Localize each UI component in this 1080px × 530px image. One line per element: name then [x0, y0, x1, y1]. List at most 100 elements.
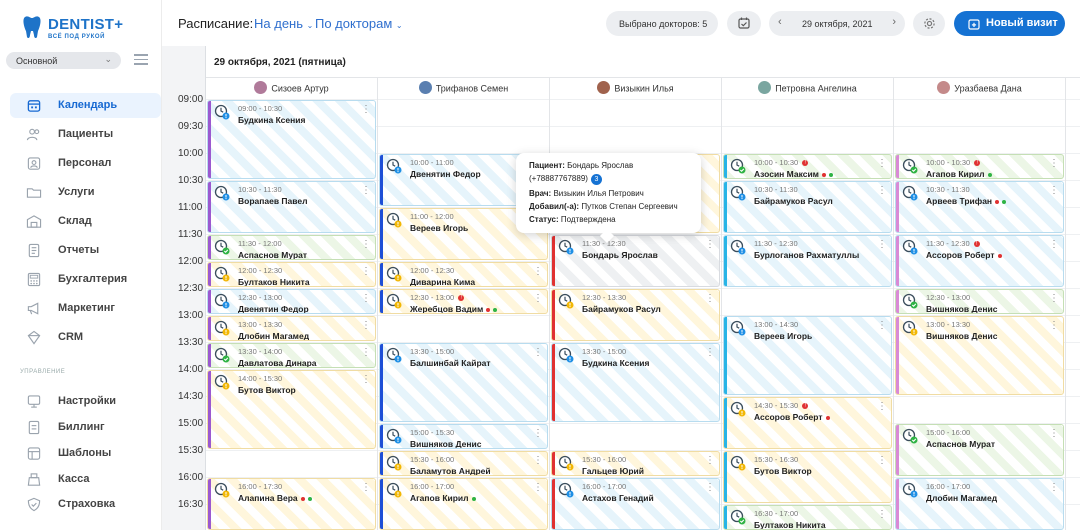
sidebar-item-7[interactable]: Бухгалтерия	[10, 267, 161, 292]
more-options-icon[interactable]: ⋮	[877, 185, 887, 196]
sidebar-item-2[interactable]: Биллинг	[10, 415, 161, 440]
doctor-column[interactable]	[894, 98, 1066, 530]
selected-doctors-button[interactable]: Выбрано докторов: 5	[606, 11, 718, 36]
appointment-card[interactable]: 11:30 - 12:00 Аспаснов Мурат ⋮	[207, 235, 376, 260]
branch-select[interactable]: Основной ⌄	[6, 52, 121, 69]
appointment-card[interactable]: 12:30 - 13:00! Жеребцов Вадим ⋮	[379, 289, 548, 314]
logo[interactable]: DENTIST+ ВСЁ ПОД РУКОЙ	[22, 14, 142, 44]
sidebar-item-6[interactable]: Отчеты	[10, 238, 161, 263]
prev-date-button[interactable]: ‹	[778, 16, 782, 28]
more-options-icon[interactable]: ⋮	[361, 293, 371, 304]
appointment-card[interactable]: 16:00 - 17:00 Агапов Кирил ⋮	[379, 478, 548, 530]
view-day-select[interactable]: На день ⌄	[254, 16, 313, 31]
appointment-card[interactable]: 16:00 - 17:00 Длобин Магамед ⋮	[895, 478, 1064, 530]
collapse-menu-icon[interactable]	[134, 54, 148, 66]
more-options-icon[interactable]: ⋮	[1049, 320, 1059, 331]
more-options-icon[interactable]: ⋮	[877, 455, 887, 466]
more-options-icon[interactable]: ⋮	[1049, 293, 1059, 304]
more-options-icon[interactable]: ⋮	[877, 320, 887, 331]
appointment-card[interactable]: 13:30 - 15:00 Будкина Ксения ⋮	[551, 343, 720, 422]
more-options-icon[interactable]: ⋮	[705, 347, 715, 358]
doctor-header[interactable]: Уразбаева Дана	[894, 78, 1066, 98]
more-options-icon[interactable]: ⋮	[361, 185, 371, 196]
appointment-card[interactable]: 12:00 - 12:30 Бултаков Никита ⋮	[207, 262, 376, 287]
appointment-card[interactable]: 10:30 - 11:30 Ворапаев Павел ⋮	[207, 181, 376, 233]
calendar-check-button[interactable]	[727, 11, 761, 36]
sidebar-item-3[interactable]: Шаблоны	[10, 441, 161, 466]
appointment-card[interactable]: 15:30 - 16:30 Бутов Виктор ⋮	[723, 451, 892, 503]
appointment-card[interactable]: 13:30 - 15:00 Балшинбай Кайрат ⋮	[379, 343, 548, 422]
more-options-icon[interactable]: ⋮	[361, 320, 371, 331]
more-options-icon[interactable]: ⋮	[877, 401, 887, 412]
appointment-card[interactable]: 10:00 - 10:30! Азосин Максим ⋮	[723, 154, 892, 179]
new-visit-button[interactable]: Новый визит	[954, 11, 1065, 36]
sidebar-item-5[interactable]: Склад	[10, 209, 161, 234]
more-options-icon[interactable]: ⋮	[361, 374, 371, 385]
sidebar-item-9[interactable]: CRM	[10, 325, 161, 350]
more-options-icon[interactable]: ⋮	[533, 428, 543, 439]
sidebar-item-4[interactable]: Касса	[10, 467, 161, 492]
appointment-card[interactable]: 12:30 - 13:00 Вишняков Денис ⋮	[895, 289, 1064, 314]
more-options-icon[interactable]: ⋮	[361, 266, 371, 277]
appointment-card[interactable]: 12:30 - 13:30 Байрамуков Расул ⋮	[551, 289, 720, 341]
more-options-icon[interactable]: ⋮	[877, 158, 887, 169]
more-options-icon[interactable]: ⋮	[533, 482, 543, 493]
sidebar-item-2[interactable]: Пациенты	[10, 122, 161, 147]
more-options-icon[interactable]: ⋮	[361, 104, 371, 115]
doctor-column[interactable]	[206, 98, 378, 530]
more-options-icon[interactable]: ⋮	[1049, 482, 1059, 493]
appointment-card[interactable]: 16:30 - 17:00 Бултаков Никита ⋮	[723, 505, 892, 530]
doctor-column[interactable]	[550, 98, 722, 530]
sidebar-item-3[interactable]: Персонал	[10, 151, 161, 176]
more-options-icon[interactable]: ⋮	[877, 239, 887, 250]
appointment-card[interactable]: 15:00 - 15:30 Вишняков Денис ⋮	[379, 424, 548, 449]
next-date-button[interactable]: ›	[892, 16, 896, 28]
appointment-card[interactable]: 16:00 - 17:00 Астахов Генадий ⋮	[551, 478, 720, 530]
appointment-card[interactable]: 10:00 - 10:30! Агапов Кирил ⋮	[895, 154, 1064, 179]
appointment-card[interactable]: 11:30 - 12:30! Ассоров Роберт ⋮	[895, 235, 1064, 287]
more-options-icon[interactable]: ⋮	[1049, 158, 1059, 169]
appointment-card[interactable]: 13:00 - 13:30 Вишняков Денис ⋮	[895, 316, 1064, 395]
more-options-icon[interactable]: ⋮	[1049, 239, 1059, 250]
appointment-card[interactable]: 10:30 - 11:30 Байрамуков Расул ⋮	[723, 181, 892, 233]
more-options-icon[interactable]: ⋮	[705, 239, 715, 250]
sidebar-item-8[interactable]: Маркетинг	[10, 296, 161, 321]
appointment-card[interactable]: 15:00 - 16:00 Аспаснов Мурат ⋮	[895, 424, 1064, 476]
doctor-header[interactable]: Петровна Ангелина	[722, 78, 894, 98]
more-options-icon[interactable]: ⋮	[533, 347, 543, 358]
more-options-icon[interactable]: ⋮	[361, 347, 371, 358]
appointment-card[interactable]: 15:30 - 16:00 Баламутов Андрей ⋮	[379, 451, 548, 476]
appointment-card[interactable]: 11:30 - 12:30 Бондарь Ярослав ⋮	[551, 235, 720, 287]
current-date[interactable]: 29 октября, 2021	[802, 19, 873, 29]
more-options-icon[interactable]: ⋮	[533, 266, 543, 277]
appointment-card[interactable]: 13:00 - 14:30 Вереев Игорь ⋮	[723, 316, 892, 395]
more-options-icon[interactable]: ⋮	[361, 239, 371, 250]
doctor-header[interactable]: Сизоев Артур	[206, 78, 378, 98]
appointment-card[interactable]: 10:30 - 11:30 Арвеев Трифан ⋮	[895, 181, 1064, 233]
more-options-icon[interactable]: ⋮	[877, 509, 887, 520]
appointment-card[interactable]: 09:00 - 10:30 Будкина Ксения ⋮	[207, 100, 376, 179]
appointment-card[interactable]: 11:30 - 12:30 Бурлоганов Рахматуллы ⋮	[723, 235, 892, 287]
view-doctors-select[interactable]: По докторам ⌄	[315, 16, 403, 31]
sidebar-item-1[interactable]: Настройки	[10, 389, 161, 414]
doctor-column[interactable]	[378, 98, 550, 530]
doctor-header[interactable]: Трифанов Семен	[378, 78, 550, 98]
sidebar-item-4[interactable]: Услуги	[10, 180, 161, 205]
doctor-column[interactable]	[722, 98, 894, 530]
doctor-header[interactable]: Визыкин Илья	[550, 78, 722, 98]
appointment-card[interactable]: 14:30 - 15:30! Ассоров Роберт ⋮	[723, 397, 892, 449]
appointment-card[interactable]: 15:30 - 16:00 Гальцев Юрий ⋮	[551, 451, 720, 476]
more-options-icon[interactable]: ⋮	[533, 293, 543, 304]
appointment-card[interactable]: 13:30 - 14:00 Давлатова Динара ⋮	[207, 343, 376, 368]
settings-button[interactable]	[913, 11, 945, 36]
more-options-icon[interactable]: ⋮	[533, 455, 543, 466]
more-options-icon[interactable]: ⋮	[705, 455, 715, 466]
appointment-card[interactable]: 14:00 - 15:30 Бутов Виктор ⋮	[207, 370, 376, 449]
appointment-card[interactable]: 12:00 - 12:30 Диварина Кима ⋮	[379, 262, 548, 287]
more-options-icon[interactable]: ⋮	[1049, 185, 1059, 196]
appointment-card[interactable]: 12:30 - 13:00 Двенятин Федор ⋮	[207, 289, 376, 314]
sidebar-item-1[interactable]: Календарь	[10, 93, 161, 118]
more-options-icon[interactable]: ⋮	[705, 293, 715, 304]
appointment-card[interactable]: 16:00 - 17:30 Алапина Вера ⋮	[207, 478, 376, 530]
more-options-icon[interactable]: ⋮	[705, 482, 715, 493]
